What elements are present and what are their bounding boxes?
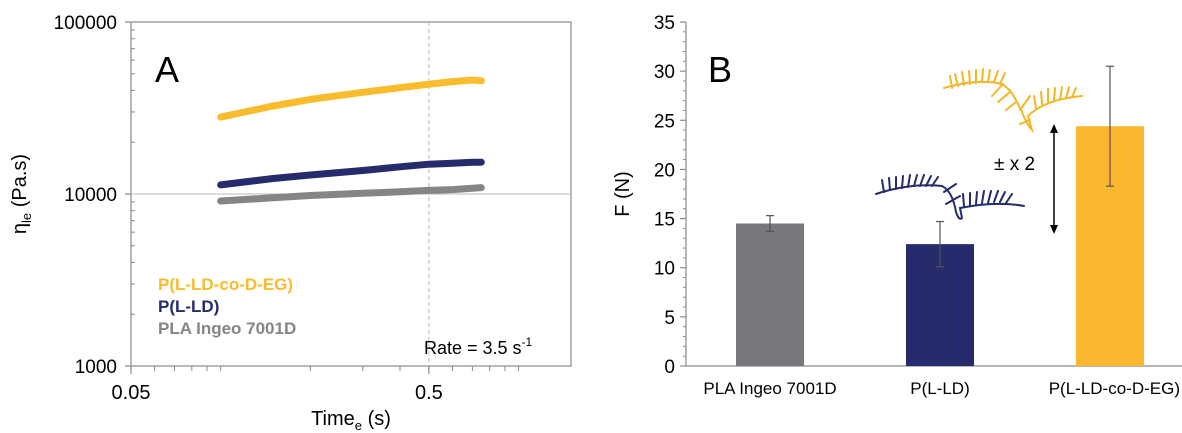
y-tick-label: 30 [654,62,675,83]
x-tick-label: 0.05 [112,382,151,404]
panel-b-y-ticks: 0 5 10 15 20 25 30 35 [654,13,686,378]
arrow-head-down [1050,225,1058,234]
x-label-main: Time [311,408,355,430]
legend-entry: P(L-LD-co-D-EG) [158,275,293,294]
y-tick-label: 25 [654,111,675,132]
navy-branched-polymer-illustration [875,174,1025,220]
y-tick-label: 20 [654,160,675,181]
panel-a: 1000 10000 100000 0.05 0.5 A P(L-LD-co-D-EG… [9,13,572,433]
panel-b-label: B [708,49,732,90]
y-tick-label: 10 [654,259,675,280]
series-line [217,76,485,121]
y-label-sub: le [19,213,34,223]
y-tick-label: 0 [664,357,675,378]
panel-a-y-axis-label: ηle (Pa.s) [9,154,34,234]
category-label: P(L-LD-co-D-EG) [1049,379,1180,398]
y-label-main: η [9,223,31,234]
y-tick-label: 10000 [64,185,117,206]
legend-entry: PLA Ingeo 7001D [158,319,296,338]
panel-a-y-ticks: 1000 10000 100000 [54,13,135,378]
panel-a-label: A [155,49,179,90]
panel-b: 0 5 10 15 20 25 30 35 PLA Ingeo 7001D P(L-LD) P(L… [612,13,1182,398]
legend-entry: P(L-LD) [158,297,219,316]
panel-a-rate-annotation: Rate = 3.5 s-1 [424,335,533,358]
category-label: P(L-LD) [910,379,970,398]
x-label-unit: (s) [362,408,391,430]
y-tick-label: 15 [654,210,675,231]
x-label-sub: e [355,418,362,433]
panel-a-legend: P(L-LD-co-D-EG) P(L-LD) PLA Ingeo 7001D [158,275,296,338]
y-label-unit: (Pa.s) [9,154,31,213]
series-line [217,184,485,205]
panel-b-category-labels: PLA Ingeo 7001D P(L-LD) P(L-LD-co-D-EG) [703,379,1180,398]
x-tick-label: 0.5 [415,382,443,404]
y-tick-label: 35 [654,13,675,34]
panel-b-bars [736,65,1144,366]
twofold-annotation: ± x 2 [994,124,1058,234]
rate-superscript: -1 [522,335,533,349]
twofold-annotation-text: ± x 2 [994,154,1035,175]
arrow-head-up [1050,124,1058,133]
panel-b-y-axis-label: F (N) [612,171,634,217]
yellow-branched-polymer-illustration [943,68,1083,134]
y-tick-label: 100000 [54,13,117,34]
y-tick-label: 5 [664,308,675,329]
panel-a-x-axis-label: Timee (s) [311,408,391,433]
y-tick-label: 1000 [75,357,117,378]
rate-text: Rate = 3.5 s [424,338,522,358]
bar [736,223,804,366]
panel-a-x-ticks: 0.05 0.5 [112,366,520,404]
series-line [217,158,485,189]
category-label: PLA Ingeo 7001D [703,379,836,398]
panel-a-series [217,76,485,205]
